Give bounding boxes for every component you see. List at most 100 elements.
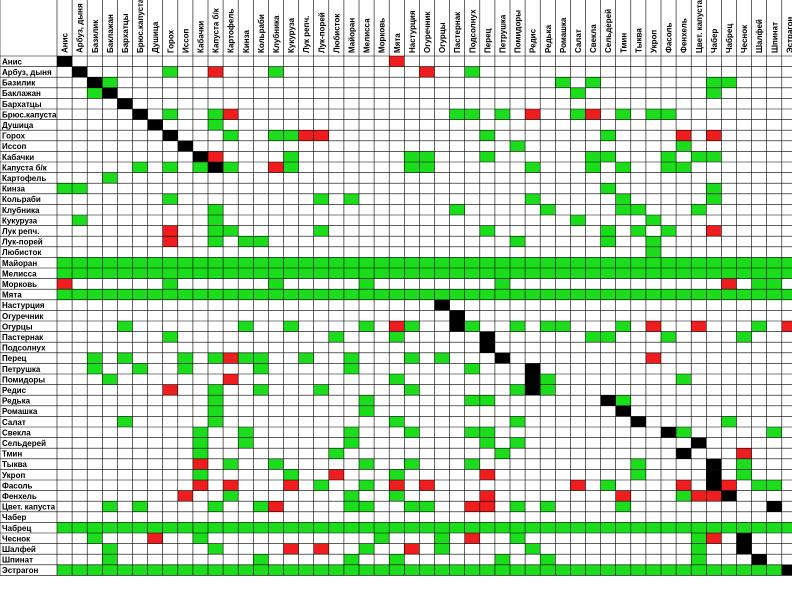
cell-good: [555, 268, 571, 279]
cell-good: [253, 522, 269, 533]
cell-bad: [223, 352, 239, 364]
row-label: Картофель: [2, 174, 46, 183]
column-label: Иссоп: [181, 28, 190, 53]
cell-good: [464, 564, 480, 576]
cell-good: [359, 543, 375, 555]
column-label: Арбуз, дыня: [76, 3, 85, 53]
cell-good: [494, 268, 510, 279]
column-label: Майоран: [347, 18, 356, 53]
cell-good: [404, 268, 420, 279]
row-label: Шалфей: [2, 545, 36, 554]
cell-bad: [208, 66, 224, 78]
cell-good: [238, 236, 254, 247]
cell-good: [374, 564, 390, 576]
cell-good: [479, 130, 495, 141]
cell-good: [706, 289, 722, 300]
cell-bad: [615, 490, 631, 502]
cell-good: [615, 204, 631, 215]
cell-good: [585, 564, 601, 576]
cell-good: [645, 109, 661, 120]
cell-good: [434, 257, 450, 268]
cell-bad: [645, 352, 661, 364]
cell-good: [343, 257, 359, 268]
cell-good: [328, 522, 344, 533]
cell-good: [253, 554, 269, 565]
cell-good: [510, 268, 526, 279]
cell-good: [192, 268, 208, 279]
cell-good: [464, 427, 480, 438]
cell-good: [208, 119, 224, 131]
cell-good: [389, 522, 405, 533]
cell-good: [328, 257, 344, 268]
cell-good: [298, 564, 314, 576]
cell-bad: [736, 448, 752, 459]
cell-good: [268, 289, 284, 300]
cell-good: [494, 564, 510, 576]
cell-good: [57, 268, 73, 279]
row-label: Редька: [2, 397, 31, 406]
cell-good: [615, 193, 631, 205]
cell-good: [525, 522, 541, 533]
cell-good: [117, 289, 133, 300]
cell-good: [404, 427, 420, 438]
cell-good: [374, 257, 390, 268]
column-label: Настурция: [408, 10, 417, 53]
cell-good: [661, 289, 677, 300]
column-label: Подсолнух: [468, 9, 477, 53]
cell-good: [253, 257, 269, 268]
cell-bad: [691, 490, 707, 502]
cell-good: [404, 289, 420, 300]
cell-bad: [283, 480, 299, 491]
cell-self: [706, 480, 722, 491]
cell-good: [494, 278, 510, 290]
cell-self: [630, 416, 646, 427]
cell-bad: [177, 490, 193, 502]
column-label: Клубника: [272, 15, 281, 53]
cell-good: [147, 257, 163, 268]
cell-bad: [298, 130, 314, 141]
cell-good: [600, 522, 616, 533]
cell-good: [615, 321, 631, 332]
cell-good: [162, 331, 178, 343]
cell-good: [600, 268, 616, 279]
cell-good: [661, 162, 677, 173]
cell-good: [117, 321, 133, 332]
cell-good: [585, 257, 601, 268]
cell-good: [510, 289, 526, 300]
column-label: Кабачки: [196, 21, 205, 53]
cell-good: [600, 480, 616, 491]
cell-good: [87, 268, 103, 279]
cell-good: [253, 384, 269, 396]
cell-good: [721, 257, 737, 268]
cell-good: [540, 268, 556, 279]
cell-good: [298, 257, 314, 268]
cell-good: [661, 151, 677, 162]
cell-good: [615, 289, 631, 300]
cell-good: [313, 384, 329, 396]
column-label: Укроп: [649, 30, 658, 53]
cell-bad: [223, 480, 239, 491]
cell-good: [570, 257, 586, 268]
cell-good: [117, 257, 133, 268]
cell-good: [661, 109, 677, 120]
cell-good: [661, 225, 677, 237]
row-label: Горох: [2, 132, 26, 141]
cell-good: [238, 564, 254, 576]
column-label: Сельдерей: [604, 9, 613, 53]
row-label: Любисток: [2, 248, 42, 257]
cell-good: [328, 289, 344, 300]
row-label: Лук репч.: [2, 227, 39, 236]
cell-good: [479, 257, 495, 268]
row-label: Петрушка: [2, 365, 41, 374]
cell-good: [238, 522, 254, 533]
cell-good: [117, 268, 133, 279]
cell-bad: [706, 490, 722, 502]
cell-good: [162, 289, 178, 300]
row-label: Ромашка: [2, 407, 38, 416]
cell-good: [253, 564, 269, 576]
column-label: Ромашка: [559, 17, 568, 53]
column-label: Цвет. капуста: [695, 0, 704, 53]
cell-good: [479, 151, 495, 162]
cell-good: [132, 257, 148, 268]
